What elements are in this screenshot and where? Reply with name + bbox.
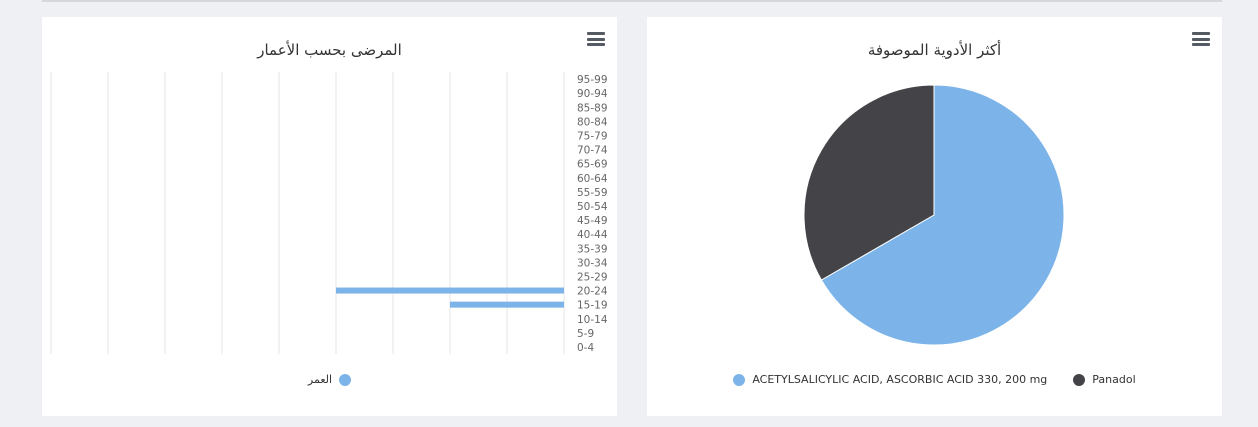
category-tick-label: 25-29 bbox=[577, 271, 608, 283]
legend-item-panadol[interactable]: Panadol bbox=[1073, 373, 1136, 386]
age-bar-chart: 0-4 5-9 10-14 15-19 20-24 25-29 30-34 35-39 40-4… bbox=[50, 72, 608, 354]
legend-dot-panadol bbox=[1073, 373, 1086, 386]
category-tick-label: 5-9 bbox=[577, 328, 594, 340]
age-chart-title: المرضى بحسب الأعمار bbox=[257, 41, 402, 59]
category-tick-label: 95-99 bbox=[577, 74, 608, 86]
legend-label-age: العمر bbox=[307, 373, 333, 386]
legend-label-acetylsalicylic: ACETYLSALICYLIC ACID, ASCORBIC ACID 330,… bbox=[752, 373, 1048, 386]
category-tick-label: 90-94 bbox=[577, 88, 608, 100]
category-tick-label: 75-79 bbox=[577, 130, 608, 142]
category-tick-label: 60-64 bbox=[577, 173, 608, 185]
category-tick-label: 55-59 bbox=[577, 187, 608, 199]
drug-chart-card: أكثر الأدوية الموصوفة ACETYLSALICYLIC AC… bbox=[647, 17, 1222, 416]
category-tick-label: 65-69 bbox=[577, 159, 608, 171]
age-bar[interactable] bbox=[336, 287, 564, 294]
drug-pie-chart bbox=[803, 84, 1065, 346]
age-chart-card: المرضى بحسب الأعمار 0-4 5-9 10-14 15-19 20-2… bbox=[42, 17, 617, 416]
category-tick-label: 35-39 bbox=[577, 243, 608, 255]
category-tick-label: 70-74 bbox=[577, 145, 608, 157]
category-tick-label: 15-19 bbox=[577, 300, 608, 312]
category-tick-label: 40-44 bbox=[577, 229, 608, 241]
legend-item-acetylsalicylic[interactable]: ACETYLSALICYLIC ACID, ASCORBIC ACID 330,… bbox=[733, 373, 1047, 386]
age-chart-legend: العمر bbox=[42, 373, 617, 386]
drug-chart-legend: ACETYLSALICYLIC ACID, ASCORBIC ACID 330,… bbox=[647, 373, 1222, 386]
category-tick-label: 30-34 bbox=[577, 257, 608, 269]
top-divider bbox=[42, 0, 1222, 2]
category-tick-label: 50-54 bbox=[577, 201, 608, 213]
category-tick-label: 80-84 bbox=[577, 116, 608, 128]
age-bar[interactable] bbox=[450, 301, 564, 308]
legend-item-age[interactable]: العمر bbox=[307, 373, 352, 386]
legend-label-panadol: Panadol bbox=[1092, 373, 1136, 386]
hamburger-icon[interactable] bbox=[587, 32, 605, 46]
legend-dot-age bbox=[339, 373, 352, 386]
category-tick-label: 45-49 bbox=[577, 215, 608, 227]
category-tick-label: 0-4 bbox=[577, 342, 594, 354]
category-tick-label: 85-89 bbox=[577, 102, 608, 114]
pie-slice-1[interactable] bbox=[803, 84, 935, 281]
hamburger-icon[interactable] bbox=[1192, 32, 1210, 46]
drug-chart-title: أكثر الأدوية الموصوفة bbox=[867, 41, 1002, 59]
pie-slice-0[interactable] bbox=[820, 84, 1065, 346]
category-tick-label: 20-24 bbox=[577, 286, 608, 298]
category-tick-label: 10-14 bbox=[577, 314, 608, 326]
legend-dot-acetylsalicylic bbox=[733, 373, 746, 386]
